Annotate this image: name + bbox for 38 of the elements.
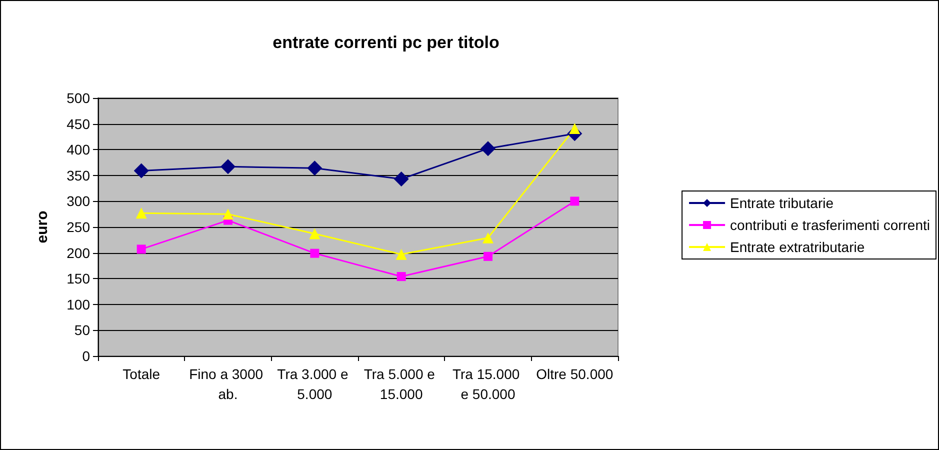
- point: [310, 248, 320, 258]
- point: [569, 122, 580, 134]
- point: [309, 228, 320, 240]
- point: [134, 163, 149, 178]
- point: [482, 232, 494, 244]
- point: [484, 252, 492, 261]
- y-tick-label: 200: [66, 244, 90, 261]
- y-tick-label: 300: [66, 193, 90, 210]
- chart-title: entrate correnti pc per titolo: [272, 33, 500, 52]
- point: [136, 244, 146, 254]
- x-tick-label: Totale: [122, 366, 160, 382]
- y-tick-label: 250: [66, 219, 90, 235]
- legend-label: Entrate extratributarie: [730, 239, 865, 255]
- x-tick-label: Tra 5.000 e 15.000: [364, 366, 439, 402]
- point: [396, 272, 406, 282]
- y-tick-label: 450: [66, 116, 90, 132]
- legend-label: contributi e trasferimenti correnti: [730, 217, 930, 233]
- y-tick-label: 150: [66, 270, 90, 287]
- x-tick-label: Tra 15.000 e 50.000: [452, 366, 524, 402]
- x-tick-label: Tra 3.000 e 5.000: [277, 366, 352, 402]
- point: [220, 159, 236, 174]
- legend-label: Entrate tributarie: [730, 195, 834, 211]
- point: [396, 248, 407, 260]
- y-tick-label: 350: [66, 167, 90, 184]
- x-tick-label: Oltre 50.000: [536, 366, 614, 382]
- y-tick-label: 400: [66, 142, 90, 158]
- point: [570, 196, 580, 206]
- y-tick-label: 0: [82, 348, 90, 364]
- point: [394, 172, 409, 187]
- y-tick-label: 100: [66, 296, 90, 312]
- y-tick-label: 50: [74, 322, 90, 338]
- x-tick-label: Fino a 3000 ab.: [189, 366, 267, 402]
- point: [136, 208, 147, 219]
- point: [480, 141, 496, 156]
- y-axis-title: euro: [34, 210, 51, 244]
- point: [307, 160, 322, 176]
- y-tick-label: 500: [66, 90, 90, 106]
- point: [222, 208, 234, 220]
